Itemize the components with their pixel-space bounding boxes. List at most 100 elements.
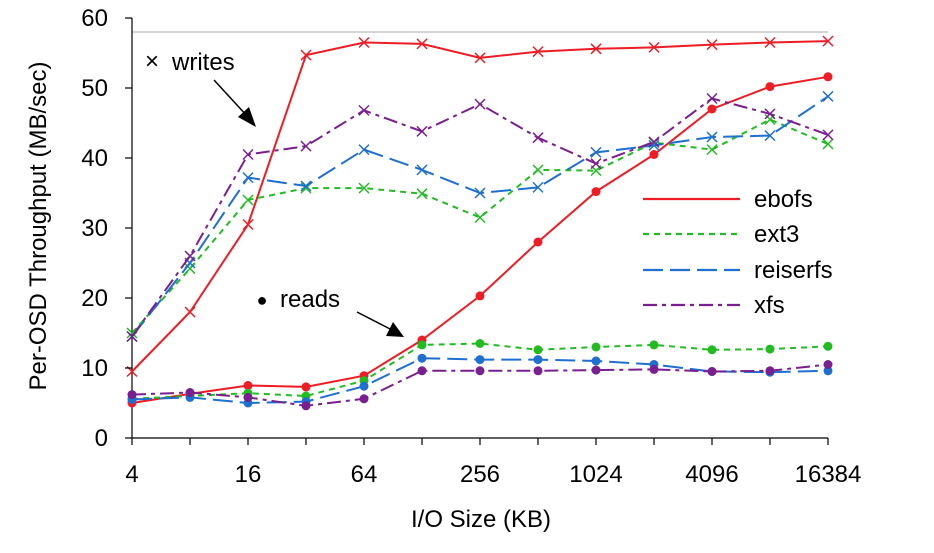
point-ext3-read bbox=[649, 340, 659, 350]
point-reiserfs-write bbox=[822, 90, 834, 102]
point-ebofs-write bbox=[764, 36, 776, 49]
point-reiserfs-write bbox=[300, 180, 312, 192]
point-reiserfs-read bbox=[475, 355, 485, 365]
point-ebofs-read bbox=[649, 150, 659, 159]
point-ebofs-read bbox=[591, 187, 601, 197]
point-xfs-read bbox=[765, 366, 775, 376]
point-xfs-write bbox=[648, 136, 660, 148]
x-tick-label: 1024 bbox=[569, 461, 622, 488]
point-ebofs-read bbox=[533, 237, 543, 247]
point-xfs-read bbox=[823, 360, 833, 369]
point-reiserfs-write bbox=[416, 164, 428, 176]
point-xfs-read bbox=[127, 390, 137, 400]
x-tick-label: 64 bbox=[351, 461, 378, 488]
point-ext3-read bbox=[765, 344, 775, 354]
writes-annotation-text: writes bbox=[171, 49, 235, 76]
point-ebofs-write bbox=[358, 36, 370, 49]
point-reiserfs-write bbox=[242, 172, 254, 184]
y-axis-label: Per-OSD Throughput (MB/sec) bbox=[25, 61, 52, 390]
point-ebofs-write bbox=[474, 52, 486, 64]
y-tick-label: 30 bbox=[81, 215, 108, 242]
point-xfs-read bbox=[649, 364, 659, 374]
point-xfs-write bbox=[474, 98, 486, 110]
point-ebofs-read bbox=[243, 381, 253, 390]
x-tick-label: 4 bbox=[125, 461, 138, 488]
point-xfs-write bbox=[358, 104, 370, 116]
point-xfs-write bbox=[242, 148, 254, 161]
point-ebofs-write bbox=[532, 46, 544, 58]
point-reiserfs-write bbox=[590, 146, 602, 158]
point-ext3-write bbox=[532, 164, 544, 176]
y-tick-label: 50 bbox=[81, 75, 108, 102]
point-ext3-read bbox=[533, 345, 543, 355]
point-ebofs-write bbox=[822, 35, 834, 47]
point-ebofs-write bbox=[590, 43, 602, 55]
point-ebofs-read bbox=[707, 104, 717, 114]
point-ebofs-write bbox=[184, 306, 196, 318]
point-reiserfs-write bbox=[474, 187, 486, 199]
line-ext3-writes bbox=[131, 118, 829, 334]
point-xfs-read bbox=[243, 392, 253, 402]
point-ext3-write bbox=[358, 182, 370, 194]
point-xfs-write bbox=[126, 330, 138, 343]
point-reiserfs-write bbox=[648, 139, 660, 151]
x-tick-label: 4096 bbox=[685, 461, 738, 488]
legend-item-xfs: xfs bbox=[643, 292, 785, 319]
point-ebofs-write bbox=[706, 39, 718, 51]
point-xfs-write bbox=[822, 129, 834, 141]
point-reiserfs-read bbox=[359, 381, 369, 391]
writes-arrow bbox=[213, 79, 249, 118]
series-reiserfs-writes bbox=[126, 90, 834, 343]
legend-label-ext3: ext3 bbox=[754, 221, 799, 248]
legend-item-ext3: ext3 bbox=[643, 221, 799, 248]
point-xfs-read bbox=[475, 366, 485, 376]
line-ebofs-writes bbox=[131, 40, 829, 373]
reads-arrow bbox=[356, 311, 393, 331]
y-tick-label: 20 bbox=[81, 285, 108, 312]
legend: ebofs ext3 reiserfs xfs bbox=[643, 186, 833, 319]
x-tick-label: 256 bbox=[460, 461, 500, 488]
point-xfs-write bbox=[300, 140, 312, 152]
point-ext3-read bbox=[475, 339, 485, 348]
point-xfs-write bbox=[184, 250, 196, 262]
point-ext3-write bbox=[416, 188, 428, 200]
point-ebofs-read bbox=[475, 291, 485, 301]
point-reiserfs-write bbox=[764, 130, 776, 142]
point-reiserfs-read bbox=[591, 356, 601, 366]
point-ext3-write bbox=[242, 194, 254, 206]
point-ext3-write bbox=[184, 263, 196, 275]
point-ebofs-write bbox=[416, 38, 428, 50]
legend-label-xfs: xfs bbox=[754, 292, 785, 319]
point-ext3-write bbox=[706, 144, 718, 156]
x-axis-label: I/O Size (KB) bbox=[411, 506, 551, 533]
point-ext3-write bbox=[474, 211, 486, 224]
point-reiserfs-write bbox=[532, 181, 544, 193]
legend-item-ebofs: ebofs bbox=[643, 186, 813, 213]
point-ext3-read bbox=[823, 341, 833, 351]
point-xfs-read bbox=[359, 394, 369, 404]
y-tick-label: 10 bbox=[81, 355, 108, 382]
point-reiserfs-write bbox=[706, 131, 718, 143]
y-tick-label: 40 bbox=[81, 145, 108, 172]
point-xfs-write bbox=[416, 125, 428, 137]
reads-annotation-text: reads bbox=[280, 286, 340, 313]
x-tick-label: 16384 bbox=[795, 461, 862, 488]
point-xfs-write bbox=[706, 92, 718, 105]
point-ext3-write bbox=[126, 327, 138, 339]
series-ebofs-writes bbox=[126, 35, 834, 378]
legend-item-reiserfs: reiserfs bbox=[643, 257, 833, 284]
series-xfs-writes bbox=[126, 92, 834, 343]
point-xfs-read bbox=[533, 366, 543, 376]
series-xfs-reads bbox=[127, 360, 833, 411]
x-tick-label: 16 bbox=[235, 461, 262, 488]
point-xfs-write bbox=[764, 108, 776, 120]
point-ext3-read bbox=[591, 342, 601, 352]
series-reiserfs-reads bbox=[127, 353, 833, 408]
y-tick-label: 60 bbox=[81, 5, 108, 32]
reads-arrowhead bbox=[386, 322, 404, 337]
series-layer bbox=[126, 35, 834, 411]
y-tick-label: 0 bbox=[95, 425, 108, 452]
point-xfs-write bbox=[532, 132, 544, 144]
writes-symbol: × bbox=[145, 48, 159, 75]
